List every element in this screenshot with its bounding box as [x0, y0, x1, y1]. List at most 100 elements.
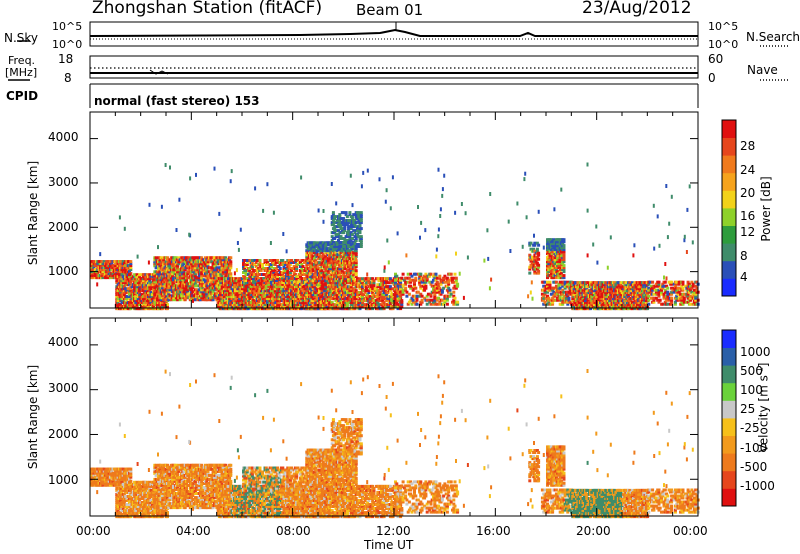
echo-cell	[200, 272, 204, 276]
echo-cell	[339, 235, 343, 239]
echo-cell	[160, 301, 164, 305]
echo-cell	[144, 303, 148, 307]
echo-cell	[149, 285, 153, 289]
echo-cell	[216, 299, 220, 303]
echo-cell	[177, 262, 181, 266]
cpid-panel	[89, 83, 699, 108]
nsky-panel	[17, 21, 790, 47]
echo-cell	[148, 273, 152, 277]
echo-cell	[186, 290, 190, 294]
echo-cell	[172, 286, 176, 290]
echo-cell	[206, 260, 210, 264]
echo-cell	[205, 282, 209, 286]
echo-cell	[224, 274, 228, 278]
echo-cell	[125, 279, 129, 283]
echo-cell	[229, 264, 233, 268]
echo-cell	[331, 211, 335, 215]
echo-cell	[147, 305, 150, 309]
echo-cell	[268, 307, 272, 311]
echo-cell	[174, 262, 178, 266]
echo-cell	[128, 301, 131, 305]
echo-cell	[206, 284, 210, 288]
echo-cell	[197, 278, 201, 282]
echo-cell	[145, 297, 149, 301]
echo-cell	[181, 264, 185, 268]
echo-cell	[186, 294, 190, 298]
echo-cell	[140, 293, 144, 297]
echo-cell	[154, 258, 158, 262]
echo-cell	[229, 274, 233, 278]
echo-cell	[205, 272, 209, 276]
echo-cell	[172, 282, 176, 286]
echo-cell	[200, 276, 204, 280]
echo-cell	[217, 287, 221, 291]
echo-cell	[163, 272, 167, 276]
echo-cell	[220, 264, 224, 268]
echo-cell	[201, 286, 205, 290]
echo-cell	[135, 287, 139, 291]
echo-cell	[159, 278, 163, 282]
echo-cell	[125, 289, 129, 293]
echo-cell	[181, 282, 185, 286]
echo-cell	[200, 274, 204, 278]
echo-cell	[171, 266, 175, 270]
echo-cell	[168, 294, 172, 298]
echo-cell	[235, 289, 239, 293]
echo-cell	[252, 269, 256, 272]
echo-cell	[141, 281, 145, 285]
echo-cell	[120, 283, 124, 287]
echo-cell	[350, 233, 354, 237]
echo-cell	[149, 291, 153, 295]
echo-cell	[129, 264, 133, 268]
power-cbar-tick: 8	[740, 249, 748, 263]
echo-cell	[133, 273, 137, 277]
echo-cell	[158, 294, 162, 298]
echo-cell	[179, 280, 183, 284]
echo-cell	[339, 241, 343, 244]
echo-cell	[202, 296, 206, 300]
echo-cell	[129, 299, 133, 303]
echo-cell	[117, 293, 121, 297]
echo-cell	[157, 292, 161, 296]
echo-cell	[176, 264, 180, 268]
nsearch-bottom-tick: 10^0	[708, 38, 739, 51]
echo-cell	[210, 278, 214, 282]
echo-cell	[206, 298, 210, 302]
echo-cell	[125, 297, 129, 301]
freq-label: Freq.	[8, 54, 36, 67]
echo-cell	[92, 260, 96, 264]
echo-cell	[163, 276, 167, 280]
echo-cell	[141, 303, 145, 307]
echo-cell	[171, 274, 175, 278]
echo-cell	[117, 262, 121, 266]
echo-cell	[196, 258, 200, 262]
echo-cell	[377, 303, 381, 307]
echo-cell	[107, 266, 111, 270]
echo-cell	[206, 262, 210, 266]
echo-cell	[172, 298, 176, 302]
echo-cell	[129, 289, 133, 293]
echo-cell	[235, 281, 239, 285]
echo-cell	[190, 292, 194, 296]
echo-cell	[133, 293, 137, 297]
echo-cell	[221, 303, 225, 307]
velocity-ytick-3000: 3000	[48, 381, 79, 395]
echo-cell	[131, 303, 135, 307]
echo-cell	[282, 275, 286, 278]
echo-cell	[102, 260, 106, 264]
echo-cell	[110, 262, 114, 266]
xtick-0000-end: 00:00	[673, 524, 708, 538]
echo-cell	[174, 256, 178, 260]
echo-cell	[178, 286, 182, 290]
echo-cell	[177, 270, 181, 274]
echo-cell	[193, 290, 197, 294]
echo-cell	[120, 301, 124, 305]
echo-cell	[174, 288, 178, 292]
echo-cell	[250, 305, 254, 309]
echo-cell	[114, 264, 118, 268]
echo-cell	[210, 288, 214, 292]
echo-cell	[228, 258, 232, 262]
echo-cell	[158, 258, 162, 262]
echo-cell	[157, 268, 161, 272]
echo-cell	[220, 274, 224, 278]
